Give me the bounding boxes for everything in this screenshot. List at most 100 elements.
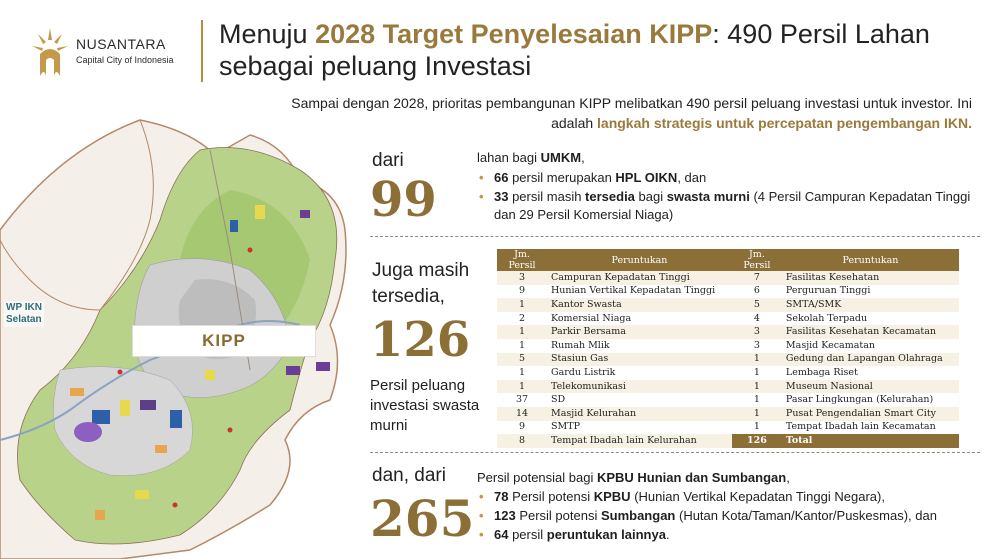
section1-number: 99 xyxy=(370,172,437,228)
intro-text: Sampai dengan 2028, prioritas pembanguna… xyxy=(291,95,972,131)
brand-name: NUSANTARA xyxy=(76,36,166,52)
s1-b1-mid: persil merupakan xyxy=(508,170,616,185)
table-cell-count: 1 xyxy=(731,420,782,435)
section2-description: Persil peluang investasi swasta murni xyxy=(370,377,480,434)
intro-paragraph: Sampai dengan 2028, prioritas pembanguna… xyxy=(252,93,972,133)
table-row: 3 Campuran Kepadatan Tinggi 7 Fasilitas Kes… xyxy=(497,271,959,285)
table-cell-use: Pusat Pengendalian Smart City xyxy=(781,406,959,421)
brand-subtitle: Capital City of Indonesia xyxy=(76,55,174,65)
s1-lead-bold: UMKM xyxy=(540,150,582,165)
table-cell-count: 1 xyxy=(497,366,547,380)
table-total-count: 126 xyxy=(731,434,782,448)
s1-lead-post: , xyxy=(581,150,585,165)
table-cell-use: Komersial Niaga xyxy=(547,311,732,326)
s3-lead-bold: KPBU Hunian dan Sumbangan xyxy=(596,470,787,485)
s3-b1-num: 78 xyxy=(494,489,509,504)
section3-number: 265 xyxy=(370,489,475,548)
table-cell-use: Parkir Bersama xyxy=(547,325,732,339)
table-row: 14 Masjid Kelurahan 1 Pusat Pengendalian Sm… xyxy=(497,406,959,421)
table-row: 9 Hunian Vertikal Kepadatan Tinggi 6 Pergur… xyxy=(497,284,959,299)
s1-b1-bold: HPL OIKN xyxy=(615,170,678,185)
section1-bullet-2: 33 persil masih tersedia bagi swasta mur… xyxy=(477,188,982,224)
table-cell-count: 3 xyxy=(731,338,782,353)
table-row: 2 Komersial Niaga 4 Sekolah Terpadu xyxy=(497,311,959,326)
table-cell-use: Telekomunikasi xyxy=(547,379,732,394)
table-cell-count: 9 xyxy=(497,420,547,435)
table-cell-count: 1 xyxy=(497,298,547,312)
section2-number: 126 xyxy=(370,312,471,368)
s2-label-line1: Juga masih xyxy=(372,260,470,281)
s1-lead-pre: lahan bagi xyxy=(477,150,541,165)
peruntukan-table: Jm. Persil Peruntukan Jm. Persil Peruntu… xyxy=(497,249,959,448)
s2-label-line2: tersedia, xyxy=(372,286,445,307)
table-header-jm-persil-1: Jm. Persil xyxy=(497,249,547,271)
table-header-peruntukan-2: Peruntukan xyxy=(781,249,959,271)
table-cell-use: Fasilitas Kesehatan Kecamatan xyxy=(781,325,959,339)
table-cell-count: 1 xyxy=(497,325,547,339)
divider-1 xyxy=(370,236,980,237)
wp-label-line1: WP IKN xyxy=(6,302,42,313)
s1-b1-post: , dan xyxy=(677,170,707,185)
table-cell-count: 1 xyxy=(731,379,782,394)
map-label-wp-ikn-selatan: WP IKN Selatan xyxy=(4,301,44,327)
s3-b3-num: 64 xyxy=(494,527,509,542)
table-cell-count: 8 xyxy=(497,434,547,448)
section1-bullets: 66 persil merupakan HPL OIKN, dan 33 per… xyxy=(477,169,982,225)
table-cell-count: 5 xyxy=(731,298,782,312)
divider-2 xyxy=(370,452,980,453)
s3-lead-post: , xyxy=(786,470,790,485)
s3-b2-bold: Sumbangan xyxy=(600,508,676,523)
table-cell-count: 2 xyxy=(497,311,547,326)
s3-b3-bold: peruntukan lainnya xyxy=(546,527,666,542)
s3-b3-post: . xyxy=(665,527,670,542)
table-cell-count: 1 xyxy=(731,352,782,367)
table-cell-count: 37 xyxy=(497,393,547,407)
table-cell-use: Lembaga Riset xyxy=(781,366,959,380)
table-row: 5 Stasiun Gas 1 Gedung dan Lapangan Olahrag… xyxy=(497,352,959,367)
table-cell-use: SD xyxy=(547,393,732,407)
section3-bullet-1: 78 Persil potensi KPBU (Hunian Vertikal … xyxy=(477,488,992,506)
table-cell-use: SMTA/SMK xyxy=(781,298,959,312)
section3-bullet-2: 123 Persil potensi Sumbangan (Hutan Kota… xyxy=(477,507,992,525)
table-row: 8 Tempat Ibadah lain Kelurahan 126 Total xyxy=(497,434,959,448)
s1-b2-post: (4 Persil Campuran Kepadatan Tinggi dan … xyxy=(494,189,971,222)
s3-b2-post: (Hutan Kota/Taman/Kantor/Puskesmas), dan xyxy=(675,508,937,523)
table-cell-use: Kantor Swasta xyxy=(547,298,732,312)
table-cell-count: 4 xyxy=(731,311,782,326)
header-divider xyxy=(201,20,203,82)
table-cell-use: Gedung dan Lapangan Olahraga xyxy=(781,352,959,367)
s3-lead-pre: Persil potensial bagi xyxy=(477,470,597,485)
table-cell-use: Perguruan Tinggi xyxy=(781,284,959,299)
table-cell-use: Masjid Kecamatan xyxy=(781,338,959,353)
page-title: Menuju 2028 Target Penyelesaian KIPP: 49… xyxy=(219,18,989,82)
section3-bullets: 78 Persil potensi KPBU (Hunian Vertikal … xyxy=(477,488,992,545)
s1-b2-mid2: bagi xyxy=(634,189,667,204)
s1-b2-bold2: swasta murni xyxy=(666,189,750,204)
table-cell-use: Rumah Mlik xyxy=(547,338,732,353)
table-header-peruntukan-1: Peruntukan xyxy=(547,249,732,271)
s3-b2-mid: Persil potensi xyxy=(515,508,601,523)
table-cell-use: Museum Nasional xyxy=(781,379,959,394)
s3-b3-mid: persil xyxy=(508,527,547,542)
table-cell-use: SMTP xyxy=(547,420,732,435)
table-cell-count: 1 xyxy=(497,338,547,353)
table-cell-use: Tempat Ibadah lain Kelurahan xyxy=(547,434,732,448)
table-total-label: Total xyxy=(781,434,959,448)
table-cell-count: 14 xyxy=(497,406,547,421)
table-cell-use: Tempat Ibadah lain Kecamatan xyxy=(781,420,959,435)
table-cell-use: Campuran Kepadatan Tinggi xyxy=(547,271,732,285)
section3-bullet-3: 64 persil peruntukan lainnya. xyxy=(477,526,992,544)
s3-b2-num: 123 xyxy=(494,508,516,523)
table-cell-count: 3 xyxy=(731,325,782,339)
table-header-jm-persil-2: Jm. Persil xyxy=(731,249,782,271)
table-row: 1 Parkir Bersama 3 Fasilitas Kesehatan Keca… xyxy=(497,325,959,339)
section3-lead: Persil potensial bagi KPBU Hunian dan Su… xyxy=(477,470,790,485)
s1-b1-num: 66 xyxy=(494,170,509,185)
table-cell-use: Gardu Listrik xyxy=(547,366,732,380)
table-cell-use: Stasiun Gas xyxy=(547,352,732,367)
table-cell-count: 1 xyxy=(731,406,782,421)
table-cell-use: Hunian Vertikal Kepadatan Tinggi xyxy=(547,284,732,299)
table-cell-count: 6 xyxy=(731,284,782,299)
intro-highlight: langkah strategis untuk percepatan penge… xyxy=(597,115,972,131)
map-label-kipp: KIPP xyxy=(132,325,316,357)
